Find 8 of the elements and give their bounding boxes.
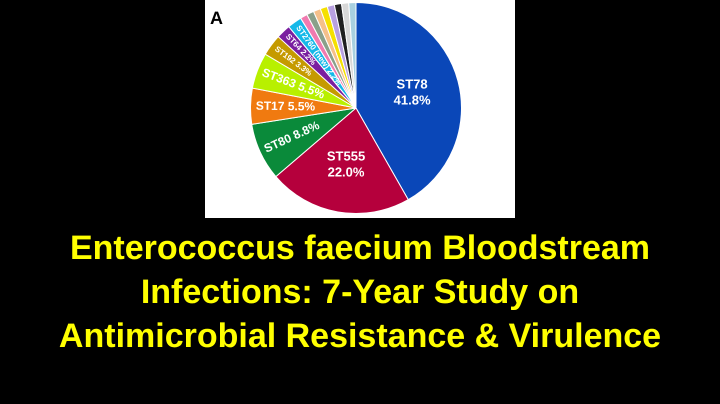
slice-label: ST555 bbox=[326, 148, 366, 164]
slice-label: ST80 8.8% bbox=[262, 118, 322, 156]
data-label: 22.0% bbox=[328, 164, 365, 180]
text: Enterococcus faecium Bloodstream Infections: 7-Year Study on Antimicrobial Resistance & Virulence bbox=[0, 218, 720, 404]
slice-label: ST17 5.5% bbox=[256, 98, 316, 114]
data-label: 41.8% bbox=[394, 92, 431, 108]
text: A bbox=[210, 8, 223, 29]
slice-label: ST78 bbox=[396, 76, 428, 92]
